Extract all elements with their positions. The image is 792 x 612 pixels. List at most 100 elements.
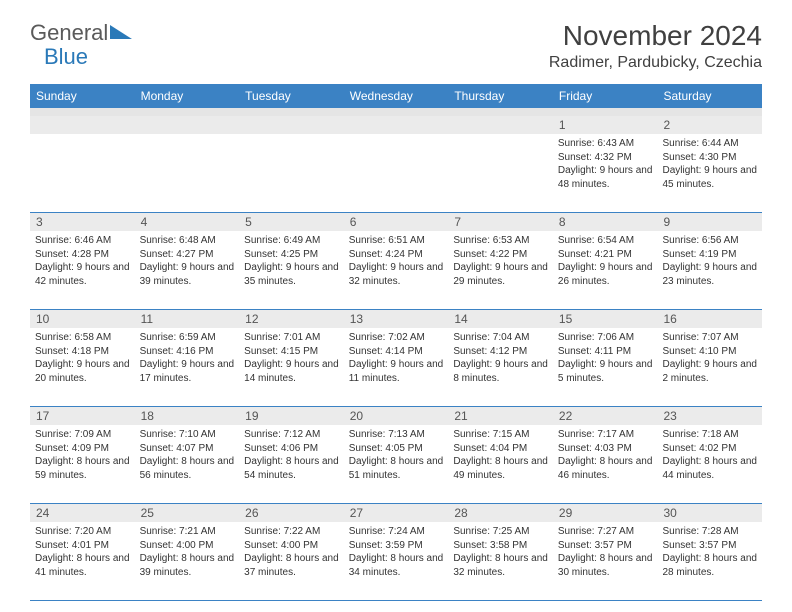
sunset-line: Sunset: 4:22 PM [453,248,548,262]
daylight-line: Daylight: 9 hours and 26 minutes. [558,261,653,288]
sunrise-line: Sunrise: 7:22 AM [244,525,339,539]
day-cell: Sunrise: 7:24 AMSunset: 3:59 PMDaylight:… [344,522,449,600]
sunset-line: Sunset: 4:00 PM [140,539,235,553]
day-cell: Sunrise: 7:07 AMSunset: 4:10 PMDaylight:… [657,328,762,406]
daylight-line: Daylight: 9 hours and 35 minutes. [244,261,339,288]
day-cell: Sunrise: 6:53 AMSunset: 4:22 PMDaylight:… [448,231,553,309]
day-header: Thursday [448,84,553,108]
day-cell: Sunrise: 7:09 AMSunset: 4:09 PMDaylight:… [30,425,135,503]
sunset-line: Sunset: 4:03 PM [558,442,653,456]
day-number: 6 [344,213,449,231]
day-number: 18 [135,407,240,425]
daylight-line: Daylight: 8 hours and 46 minutes. [558,455,653,482]
daylight-line: Daylight: 9 hours and 45 minutes. [662,164,757,191]
day-header: Wednesday [344,84,449,108]
daylight-line: Daylight: 9 hours and 42 minutes. [35,261,130,288]
sunset-line: Sunset: 4:16 PM [140,345,235,359]
day-cell: Sunrise: 7:06 AMSunset: 4:11 PMDaylight:… [553,328,658,406]
sunset-line: Sunset: 4:12 PM [453,345,548,359]
header: General November 2024 Radimer, Pardubick… [30,20,762,72]
day-number: 25 [135,504,240,522]
day-cell: Sunrise: 6:48 AMSunset: 4:27 PMDaylight:… [135,231,240,309]
day-number: 4 [135,213,240,231]
day-header: Saturday [657,84,762,108]
sunrise-line: Sunrise: 7:07 AM [662,331,757,345]
day-number-row: 17181920212223 [30,407,762,425]
sunrise-line: Sunrise: 7:02 AM [349,331,444,345]
sunset-line: Sunset: 4:02 PM [662,442,757,456]
daylight-line: Daylight: 9 hours and 39 minutes. [140,261,235,288]
daylight-line: Daylight: 9 hours and 48 minutes. [558,164,653,191]
daylight-line: Daylight: 8 hours and 59 minutes. [35,455,130,482]
day-number: 16 [657,310,762,328]
sunset-line: Sunset: 4:21 PM [558,248,653,262]
sunrise-line: Sunrise: 6:48 AM [140,234,235,248]
daylight-line: Daylight: 8 hours and 51 minutes. [349,455,444,482]
sunrise-line: Sunrise: 7:09 AM [35,428,130,442]
sunrise-line: Sunrise: 6:51 AM [349,234,444,248]
day-cell: Sunrise: 6:46 AMSunset: 4:28 PMDaylight:… [30,231,135,309]
day-cell: Sunrise: 6:44 AMSunset: 4:30 PMDaylight:… [657,134,762,212]
sunset-line: Sunset: 4:11 PM [558,345,653,359]
day-number-row: 10111213141516 [30,310,762,328]
daylight-line: Daylight: 9 hours and 14 minutes. [244,358,339,385]
sunset-line: Sunset: 4:06 PM [244,442,339,456]
day-cell: Sunrise: 7:04 AMSunset: 4:12 PMDaylight:… [448,328,553,406]
sunset-line: Sunset: 4:30 PM [662,151,757,165]
daylight-line: Daylight: 9 hours and 11 minutes. [349,358,444,385]
daylight-line: Daylight: 8 hours and 39 minutes. [140,552,235,579]
day-cell: Sunrise: 7:01 AMSunset: 4:15 PMDaylight:… [239,328,344,406]
week-row: Sunrise: 7:09 AMSunset: 4:09 PMDaylight:… [30,425,762,504]
daylight-line: Daylight: 8 hours and 32 minutes. [453,552,548,579]
month-title: November 2024 [549,20,762,52]
daylight-line: Daylight: 8 hours and 28 minutes. [662,552,757,579]
day-cell: Sunrise: 6:56 AMSunset: 4:19 PMDaylight:… [657,231,762,309]
day-cell [344,134,449,212]
daylight-line: Daylight: 8 hours and 54 minutes. [244,455,339,482]
day-number: 8 [553,213,658,231]
day-number: 11 [135,310,240,328]
day-number: 2 [657,116,762,134]
day-number: 19 [239,407,344,425]
logo-text-blue-wrap: Blue [44,44,88,70]
day-number: 23 [657,407,762,425]
logo: General [30,20,134,46]
day-number: 15 [553,310,658,328]
day-cell: Sunrise: 7:22 AMSunset: 4:00 PMDaylight:… [239,522,344,600]
sunrise-line: Sunrise: 6:54 AM [558,234,653,248]
sunrise-line: Sunrise: 7:12 AM [244,428,339,442]
sunrise-line: Sunrise: 7:20 AM [35,525,130,539]
day-number: 26 [239,504,344,522]
day-number: 28 [448,504,553,522]
day-cell: Sunrise: 7:10 AMSunset: 4:07 PMDaylight:… [135,425,240,503]
sunrise-line: Sunrise: 6:43 AM [558,137,653,151]
day-number: 3 [30,213,135,231]
daylight-line: Daylight: 8 hours and 56 minutes. [140,455,235,482]
logo-text-blue: Blue [44,44,88,69]
sunset-line: Sunset: 4:28 PM [35,248,130,262]
sunset-line: Sunset: 4:14 PM [349,345,444,359]
sunset-line: Sunset: 4:01 PM [35,539,130,553]
sunrise-line: Sunrise: 7:27 AM [558,525,653,539]
sunset-line: Sunset: 4:25 PM [244,248,339,262]
day-number: 30 [657,504,762,522]
calendar: SundayMondayTuesdayWednesdayThursdayFrid… [30,84,762,601]
daylight-line: Daylight: 9 hours and 8 minutes. [453,358,548,385]
day-number: 14 [448,310,553,328]
sunrise-line: Sunrise: 7:28 AM [662,525,757,539]
day-number: 20 [344,407,449,425]
sunset-line: Sunset: 4:15 PM [244,345,339,359]
sunrise-line: Sunrise: 6:56 AM [662,234,757,248]
day-cell: Sunrise: 7:28 AMSunset: 3:57 PMDaylight:… [657,522,762,600]
sunrise-line: Sunrise: 7:15 AM [453,428,548,442]
day-number: 5 [239,213,344,231]
sunset-line: Sunset: 4:24 PM [349,248,444,262]
day-cell: Sunrise: 7:21 AMSunset: 4:00 PMDaylight:… [135,522,240,600]
day-cell: Sunrise: 6:49 AMSunset: 4:25 PMDaylight:… [239,231,344,309]
day-number [30,116,135,134]
day-number: 7 [448,213,553,231]
sunrise-line: Sunrise: 6:58 AM [35,331,130,345]
sunrise-line: Sunrise: 7:01 AM [244,331,339,345]
daylight-line: Daylight: 8 hours and 34 minutes. [349,552,444,579]
sunrise-line: Sunrise: 6:46 AM [35,234,130,248]
